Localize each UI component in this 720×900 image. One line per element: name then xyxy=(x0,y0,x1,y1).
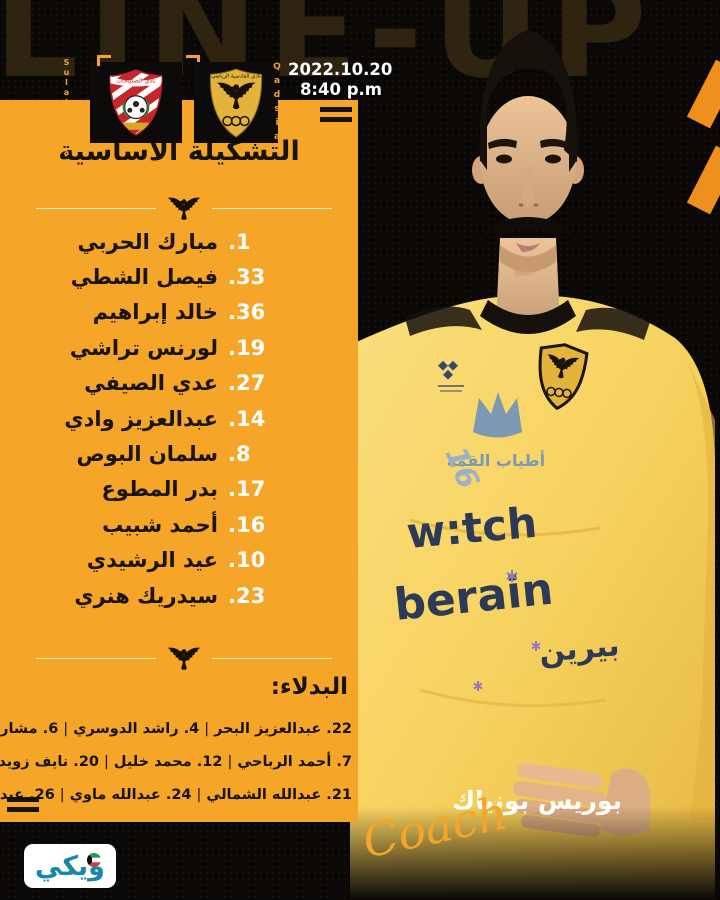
home-team-logo: نادي الصليبخات xyxy=(90,62,182,143)
starter-number: 23. xyxy=(228,583,266,608)
separator: | xyxy=(104,753,109,770)
jersey-chest-arabic: أطياب القمة xyxy=(447,450,545,470)
svg-text:نادي الصليبخات: نادي الصليبخات xyxy=(116,77,156,84)
kuwait-flag-icon xyxy=(87,853,101,867)
starter-row: 8. سلمان البوص xyxy=(0,436,358,471)
match-header: Sulaibikhat نادي الصليبخات xyxy=(0,0,720,168)
substitute-item: 21. عبدالله الشمالي xyxy=(206,786,352,803)
starter-number: 33. xyxy=(228,265,266,290)
svg-text:نادي القادسية الرياضي: نادي القادسية الرياضي xyxy=(211,73,261,79)
divider-eagle xyxy=(0,646,358,671)
starter-name: أحمد شبيب xyxy=(102,512,218,537)
separator: | xyxy=(196,786,202,803)
snowflake-icon xyxy=(473,570,541,691)
starter-row: 33. فيصل الشطي xyxy=(0,259,358,294)
starter-number: 19. xyxy=(228,335,266,360)
coach-block: بوريس بونياك Coach xyxy=(358,785,622,868)
substitute-item: 20. نايف زويد xyxy=(0,753,99,770)
starters-list: 1. مبارك الحربي 33. فيصل الشطي 36. خالد إبراه… xyxy=(0,224,358,613)
separator: | xyxy=(59,786,65,803)
starter-number: 10. xyxy=(228,548,266,573)
frame-bracket xyxy=(97,55,111,66)
starter-number: 14. xyxy=(228,406,266,431)
lineup-panel: التشكيلة الأساسية 1. مبارك الحربي 33. فيصل … xyxy=(0,100,358,822)
club-crest xyxy=(538,343,589,411)
substitute-row: 7. أحمد الرباحي | 12. محمد خليل | 20. نايف ز… xyxy=(0,745,352,778)
crown-icon xyxy=(473,392,522,438)
substitute-item: 4. راشد الدوسري xyxy=(73,720,200,737)
decoration-bars-top xyxy=(320,107,352,127)
substitutes-title: البدلاء: xyxy=(270,674,348,700)
separator: | xyxy=(63,720,69,737)
starter-name: فيصل الشطي xyxy=(70,265,218,290)
starter-name: عيد الرشيدي xyxy=(86,548,218,573)
starter-number: 16. xyxy=(228,512,266,537)
divider-eagle xyxy=(0,196,358,221)
jersey-sponsor-arabic: بيرين xyxy=(538,628,621,670)
starter-number: 17. xyxy=(228,477,266,502)
substitute-item: 24. عبدالله ماوي xyxy=(69,786,192,803)
starter-number: 27. xyxy=(228,371,266,396)
starter-name: عدي الصيفي xyxy=(84,371,218,396)
starter-row: 14. عبدالعزيز وادي xyxy=(0,401,358,436)
starter-row: 16. أحمد شبيب xyxy=(0,507,358,542)
substitute-item: 7. أحمد الرباحي xyxy=(237,753,352,770)
starter-number: 8. xyxy=(228,442,251,467)
starter-name: مبارك الحربي xyxy=(77,229,218,254)
starter-row: 10. عيد الرشيدي xyxy=(0,543,358,578)
mustache xyxy=(490,217,566,235)
starter-name: عبدالعزيز وادي xyxy=(64,406,218,431)
match-time: 8:40 p.m xyxy=(299,80,382,99)
starter-row: 19. لورنس تراشي xyxy=(0,330,358,365)
substitute-item: 22. عبدالعزيز البحر xyxy=(214,720,352,737)
starter-name: سيدريك هنري xyxy=(74,583,218,608)
substitutes-list: 22. عبدالعزيز البحر | 4. راشد الدوسري | 6. م… xyxy=(0,712,358,811)
home-team-name: Sulaibikhat xyxy=(62,58,71,168)
jersey xyxy=(350,295,715,900)
starter-row: 23. سيدريك هنري xyxy=(0,578,358,613)
starter-row: 17. بدر المطوع xyxy=(0,472,358,507)
separator: | xyxy=(204,720,210,737)
coach-name: بوريس بونياك xyxy=(452,786,622,815)
starter-number: 36. xyxy=(228,300,266,325)
player-photo: أطياب القمة 16 w:tch berain بيرين xyxy=(350,30,720,900)
match-datetime: 2022.10.20 8:40 p.m xyxy=(288,60,393,100)
frame-bracket xyxy=(186,55,200,66)
starter-row: 1. مبارك الحربي xyxy=(0,224,358,259)
jersey-sponsor-top: w:tch xyxy=(405,498,539,558)
decoration-bars-bottom xyxy=(7,797,39,817)
substitute-row: 22. عبدالعزيز البحر | 4. راشد الدوسري | 6. م… xyxy=(0,712,352,745)
starter-name: خالد إبراهيم xyxy=(92,300,218,325)
substitute-item: 12. محمد خليل xyxy=(113,753,223,770)
away-team-name: Qadsia xyxy=(272,62,282,146)
starter-number: 1. xyxy=(228,229,251,254)
substitute-item: 6. مشاري العازمي xyxy=(0,720,59,737)
separator: | xyxy=(227,753,233,770)
starter-row: 36. خالد إبراهيم xyxy=(0,295,358,330)
starter-name: لورنس تراشي xyxy=(69,335,218,360)
away-team-logo: نادي القادسية الرياضي xyxy=(194,62,278,143)
watermark-badge: ويكي xyxy=(24,844,116,888)
starter-name: سلمان البوص xyxy=(76,442,219,467)
starter-row: 27. عدي الصيفي xyxy=(0,366,358,401)
hair xyxy=(479,30,578,162)
substitute-row: 21. عبدالله الشمالي | 24. عبدالله ماوي | 26.… xyxy=(0,778,352,811)
starter-name: بدر المطوع xyxy=(101,477,218,502)
match-date: 2022.10.20 xyxy=(288,60,393,79)
